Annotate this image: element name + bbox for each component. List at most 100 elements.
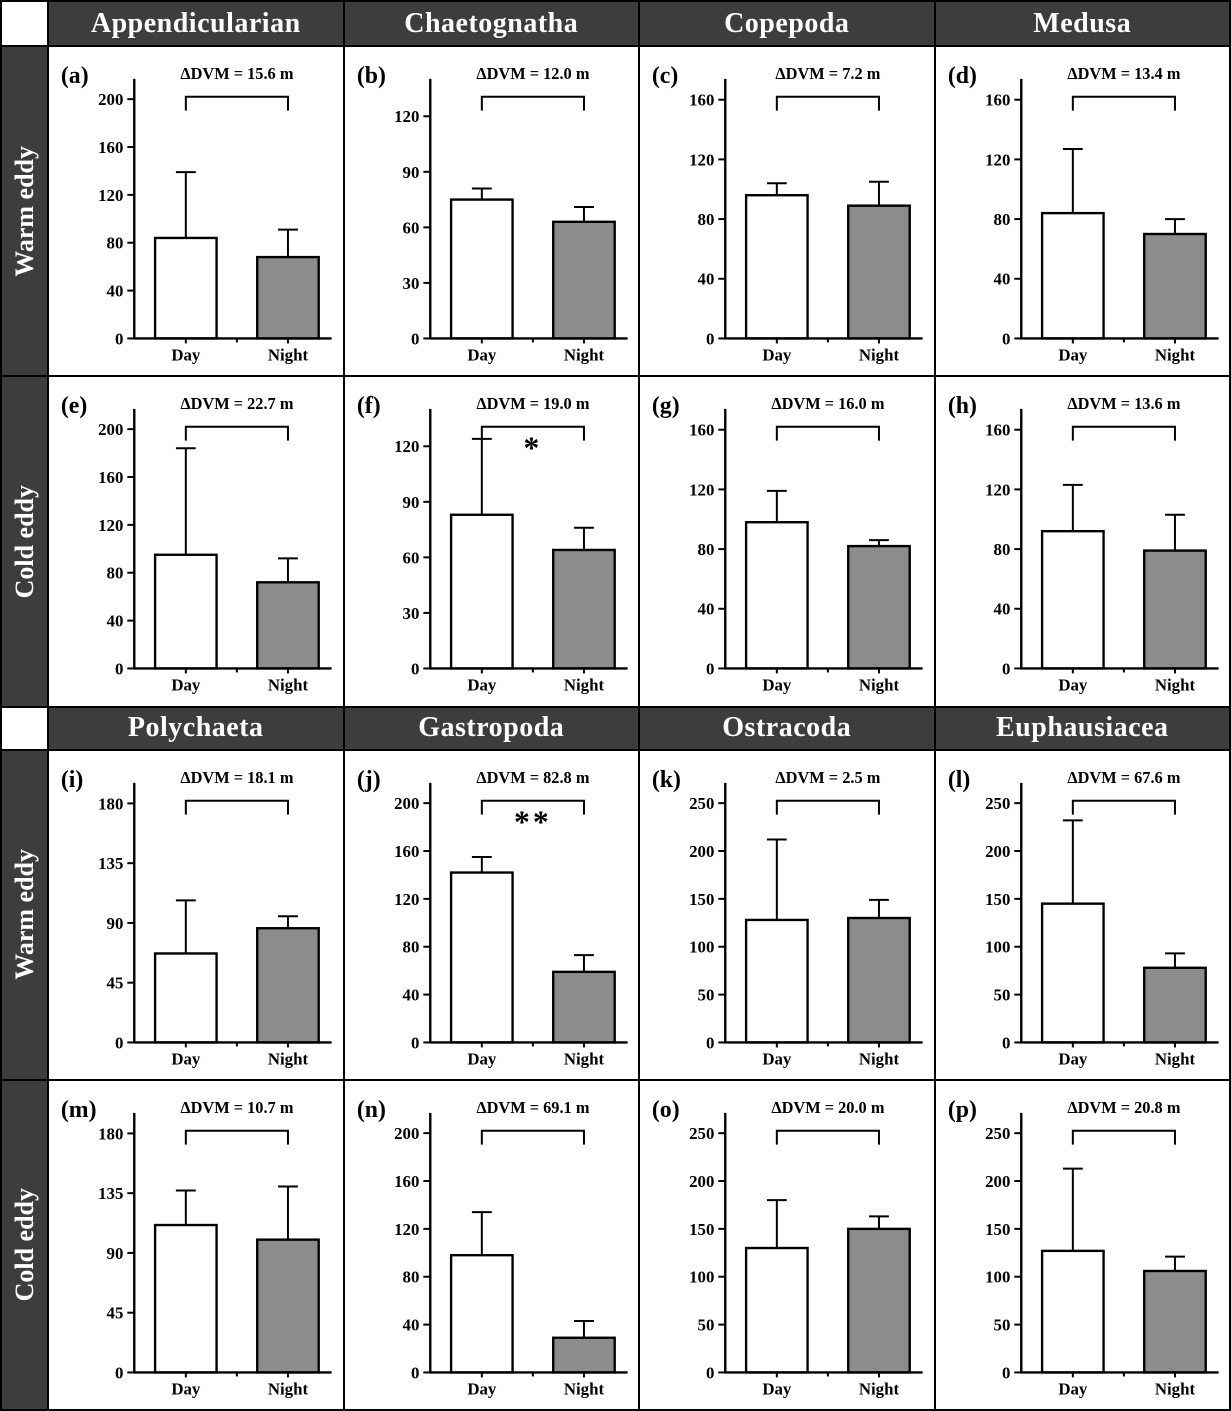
y-tick-label: 150 [985,1220,1010,1239]
bar-night [551,970,616,1044]
y-tick-label: 200 [394,794,419,813]
bar-day [449,1253,514,1374]
row-label-cold-eddy-2: Cold eddy [2,1080,47,1409]
x-tick-label: Day [467,1379,497,1398]
x-tick-label: Night [268,345,309,364]
panel-b: 0 30 60 90 120 Day Night ΔDVM = 12.0 m (b) [344,47,638,376]
column-header-chaetognatha: Chaetognatha [344,2,638,45]
comparison-bracket [775,799,880,815]
panel-m: 0 45 90 135 180 Day Night ΔDVM = 10.7 m (m) [49,1080,343,1409]
x-tick-label: Night [268,1379,309,1398]
bar-day [449,870,514,1044]
y-tick-label: 40 [993,600,1010,619]
comparison-bracket [1071,1129,1176,1145]
y-tick-label: 0 [410,1033,418,1052]
bar-day [1040,901,1105,1044]
panel-chart-i: 0 45 90 135 180 Day Night ΔDVM = 18.1 m (i) [61,766,332,1068]
comparison-bracket [775,425,880,441]
bar-day [1040,530,1105,670]
bar-night [847,545,911,670]
panel-letter: (a) [61,63,89,89]
y-tick-label: 0 [410,660,418,679]
panel-chart-a: 0 40 80 120 160 200 Day Night ΔDVM = 15.6 m (a) [61,63,332,364]
x-tick-label: Night [859,1379,900,1398]
column-header-appendicularian: Appendicularian [49,2,343,45]
panel-f: 0 30 60 90 120 Day Night ΔDVM = 19.0 m * (f) [344,377,638,706]
dvm-annotation: ΔDVM = 12.0 m [476,64,589,83]
y-tick-label: 100 [985,1267,1010,1286]
row-label-warm-eddy-2: Warm eddy [2,750,47,1079]
x-tick-label: Day [1058,1049,1088,1068]
significance-stars: * [523,431,542,466]
x-tick-label: Night [1154,345,1195,364]
y-tick-label: 90 [107,913,124,932]
x-tick-label: Night [1154,1379,1195,1398]
x-tick-label: Day [171,676,201,695]
y-tick-label: 160 [394,841,419,860]
panel-letter: (l) [947,766,969,792]
y-tick-label: 160 [985,421,1010,440]
y-tick-label: 200 [689,841,714,860]
dvm-annotation: ΔDVM = 10.7 m [180,1098,293,1117]
panel-chart-f: 0 30 60 90 120 Day Night ΔDVM = 19.0 m * (f) [356,393,628,695]
dvm-annotation: ΔDVM = 13.6 m [1067,394,1180,413]
y-tick-label: 80 [993,210,1010,229]
y-tick-label: 50 [993,985,1010,1004]
x-tick-label: Night [1154,676,1195,695]
panel-l: 0 50 100 150 200 250 Day Night ΔDVM = 67.6 m (l) [935,750,1229,1079]
y-tick-label: 160 [985,91,1010,110]
panel-chart-j: 0 40 80 120 160 200 Day Night ΔDVM = 82.8 m ** (j) [356,766,628,1068]
y-tick-label: 160 [689,421,714,440]
y-tick-label: 0 [410,329,418,348]
row-label-text: Cold eddy [9,1188,39,1302]
dvm-annotation: ΔDVM = 20.0 m [771,1098,884,1117]
row-label-text: Cold eddy [9,484,39,599]
panel-j: 0 40 80 120 160 200 Day Night ΔDVM = 82.8 m ** (j) [344,750,638,1079]
bar-day [153,1223,218,1374]
x-tick-label: Night [1154,1049,1195,1068]
row-label-cold-eddy-1: Cold eddy [2,377,47,706]
y-tick-label: 0 [115,1363,123,1382]
x-tick-label: Night [859,1049,900,1068]
dvm-annotation: ΔDVM = 18.1 m [180,767,293,786]
panel-a: 0 40 80 120 160 200 Day Night ΔDVM = 15.6 m (a) [49,47,343,376]
y-tick-label: 250 [985,1124,1010,1143]
x-tick-label: Day [1058,1379,1088,1398]
dvm-annotation: ΔDVM = 7.2 m [775,64,880,83]
panel-letter: (j) [356,766,380,792]
panel-i: 0 45 90 135 180 Day Night ΔDVM = 18.1 m (i) [49,750,343,1079]
bar-night [551,549,616,670]
column-header-label: Copepoda [724,7,850,39]
y-tick-label: 150 [985,889,1010,908]
panel-letter: (b) [356,63,385,89]
x-tick-label: Day [762,676,792,695]
y-tick-label: 100 [689,1267,714,1286]
dvm-annotation: ΔDVM = 19.0 m [476,394,589,413]
dvm-annotation: ΔDVM = 82.8 m [476,767,589,786]
column-header-label: Polychaeta [127,712,264,743]
panel-chart-h: 0 40 80 120 160 Day Night ΔDVM = 13.6 m (h) [947,393,1219,695]
y-tick-label: 80 [107,564,124,583]
panel-chart-c: 0 40 80 120 160 Day Night ΔDVM = 7.2 m (c) [652,63,923,364]
y-tick-label: 40 [107,282,124,301]
panel-chart-e: 0 40 80 120 160 200 Day Night ΔDVM = 22.7 m (e) [61,393,332,695]
comparison-bracket [184,95,289,111]
column-header-euphausiacea: Euphausiacea [935,707,1229,749]
bar-day [744,918,809,1044]
row-label-text: Warm eddy [9,849,39,980]
y-tick-label: 180 [98,1124,123,1143]
x-tick-label: Day [171,345,201,364]
y-tick-label: 40 [698,270,715,289]
comparison-bracket [480,799,585,815]
y-tick-label: 250 [985,794,1010,813]
bar-day [153,236,218,340]
comparison-bracket [1071,799,1176,815]
panel-chart-n: 0 40 80 120 160 200 Day Night ΔDVM = 69.1 m (n) [356,1097,628,1398]
y-tick-label: 0 [1001,660,1009,679]
dvm-annotation: ΔDVM = 16.0 m [771,394,884,413]
bar-night [1142,232,1207,340]
column-header-gastropoda: Gastropoda [344,707,638,749]
y-tick-label: 150 [689,1220,714,1239]
panel-letter: (n) [356,1097,385,1123]
panel-chart-b: 0 30 60 90 120 Day Night ΔDVM = 12.0 m (b) [356,63,628,364]
